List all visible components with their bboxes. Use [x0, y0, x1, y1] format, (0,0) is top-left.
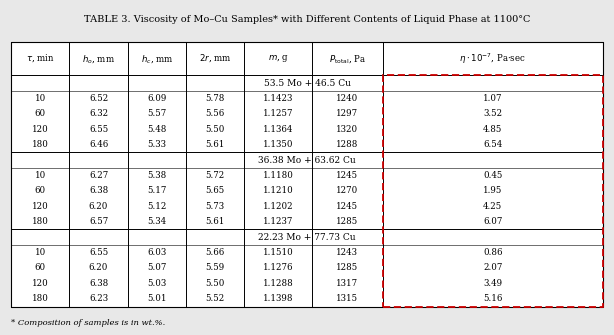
Text: 5.56: 5.56	[206, 110, 225, 118]
Text: 1.1350: 1.1350	[263, 140, 293, 149]
Text: $\eta\cdot10^{-7}$, Pa$\cdot$sec: $\eta\cdot10^{-7}$, Pa$\cdot$sec	[459, 52, 526, 66]
Text: 1.1210: 1.1210	[263, 187, 293, 195]
Text: 5.38: 5.38	[147, 171, 166, 180]
Text: 5.07: 5.07	[147, 264, 166, 272]
Text: 53.5 Mo + 46.5 Cu: 53.5 Mo + 46.5 Cu	[263, 79, 351, 87]
Text: 6.38: 6.38	[89, 279, 108, 288]
Text: 6.23: 6.23	[89, 294, 108, 303]
Text: 36.38 Mo + 63.62 Cu: 36.38 Mo + 63.62 Cu	[258, 156, 356, 164]
Text: 6.54: 6.54	[483, 140, 502, 149]
Text: 6.20: 6.20	[89, 264, 108, 272]
Text: 5.17: 5.17	[147, 187, 166, 195]
Text: 5.72: 5.72	[206, 171, 225, 180]
Text: 1243: 1243	[336, 248, 358, 257]
Text: 5.50: 5.50	[206, 279, 225, 288]
Text: $2r$, mm: $2r$, mm	[199, 53, 231, 64]
Text: 1245: 1245	[336, 202, 359, 211]
Text: 1.1510: 1.1510	[263, 248, 293, 257]
Text: 5.78: 5.78	[206, 94, 225, 103]
Text: 5.33: 5.33	[147, 140, 166, 149]
Text: 0.45: 0.45	[483, 171, 502, 180]
Text: 5.61: 5.61	[206, 217, 225, 226]
Text: 1297: 1297	[336, 110, 359, 118]
Text: 1.1364: 1.1364	[263, 125, 293, 134]
Text: 2.07: 2.07	[483, 264, 502, 272]
Text: 180: 180	[32, 140, 49, 149]
Text: 1320: 1320	[336, 125, 359, 134]
Text: 5.59: 5.59	[206, 264, 225, 272]
Text: 0.86: 0.86	[483, 248, 502, 257]
Text: 1317: 1317	[336, 279, 359, 288]
Text: 120: 120	[32, 202, 49, 211]
Text: 1.1180: 1.1180	[263, 171, 293, 180]
Text: 6.52: 6.52	[89, 94, 108, 103]
Text: 180: 180	[32, 217, 49, 226]
Text: 22.23 Mo + 77.73 Cu: 22.23 Mo + 77.73 Cu	[258, 233, 356, 242]
Text: 5.50: 5.50	[206, 125, 225, 134]
Text: 4.85: 4.85	[483, 125, 502, 134]
Text: 5.12: 5.12	[147, 202, 166, 211]
Text: 5.66: 5.66	[206, 248, 225, 257]
Text: 5.16: 5.16	[483, 294, 502, 303]
Text: 1.1202: 1.1202	[263, 202, 293, 211]
Text: $h_c$, mm: $h_c$, mm	[141, 53, 173, 65]
Text: 1245: 1245	[336, 171, 359, 180]
Text: 180: 180	[32, 294, 49, 303]
Text: 1.1257: 1.1257	[263, 110, 293, 118]
Text: 1315: 1315	[336, 294, 359, 303]
Text: * Composition of samples is in wt.%.: * Composition of samples is in wt.%.	[11, 319, 165, 327]
Text: 1.1423: 1.1423	[263, 94, 293, 103]
Text: 5.03: 5.03	[147, 279, 166, 288]
Text: 10: 10	[34, 248, 46, 257]
Text: $P_{\rm total}$, Pa: $P_{\rm total}$, Pa	[328, 53, 366, 65]
Text: $m$, g: $m$, g	[268, 53, 289, 64]
Text: 3.49: 3.49	[483, 279, 502, 288]
Text: 5.61: 5.61	[206, 140, 225, 149]
Text: 6.57: 6.57	[89, 217, 108, 226]
Text: 5.52: 5.52	[206, 294, 225, 303]
Text: 6.03: 6.03	[147, 248, 166, 257]
Text: $\tau$, min: $\tau$, min	[26, 53, 55, 64]
Text: 4.25: 4.25	[483, 202, 502, 211]
Text: 1.95: 1.95	[483, 187, 502, 195]
Text: 6.55: 6.55	[89, 248, 108, 257]
Text: 5.57: 5.57	[147, 110, 166, 118]
Text: 60: 60	[34, 264, 46, 272]
Text: 10: 10	[34, 94, 46, 103]
Text: 1.1237: 1.1237	[263, 217, 293, 226]
Text: 5.34: 5.34	[147, 217, 166, 226]
Text: 1.07: 1.07	[483, 94, 502, 103]
Text: 1.1398: 1.1398	[263, 294, 293, 303]
Text: 1270: 1270	[336, 187, 359, 195]
Text: 5.01: 5.01	[147, 294, 166, 303]
Text: $h_o$, mm: $h_o$, mm	[82, 53, 115, 65]
Text: TABLE 3. Viscosity of Mo–Cu Samples* with Different Contents of Liquid Phase at : TABLE 3. Viscosity of Mo–Cu Samples* wit…	[84, 15, 530, 24]
Text: 5.48: 5.48	[147, 125, 166, 134]
Text: 120: 120	[32, 279, 49, 288]
Text: 60: 60	[34, 110, 46, 118]
Text: 1240: 1240	[336, 94, 359, 103]
Text: 6.09: 6.09	[147, 94, 166, 103]
Text: 5.73: 5.73	[206, 202, 225, 211]
Text: 5.65: 5.65	[206, 187, 225, 195]
Text: 1.1276: 1.1276	[263, 264, 293, 272]
Text: 6.27: 6.27	[89, 171, 108, 180]
Text: 6.32: 6.32	[89, 110, 108, 118]
Text: 60: 60	[34, 187, 46, 195]
Text: 1285: 1285	[336, 217, 359, 226]
Text: 6.38: 6.38	[89, 187, 108, 195]
Text: 3.52: 3.52	[483, 110, 502, 118]
Text: 1.1288: 1.1288	[263, 279, 293, 288]
Text: 6.46: 6.46	[89, 140, 108, 149]
Text: 120: 120	[32, 125, 49, 134]
Text: 1285: 1285	[336, 264, 359, 272]
Text: 10: 10	[34, 171, 46, 180]
Text: 6.07: 6.07	[483, 217, 502, 226]
Text: 6.20: 6.20	[89, 202, 108, 211]
Text: 1288: 1288	[336, 140, 359, 149]
Text: 6.55: 6.55	[89, 125, 108, 134]
